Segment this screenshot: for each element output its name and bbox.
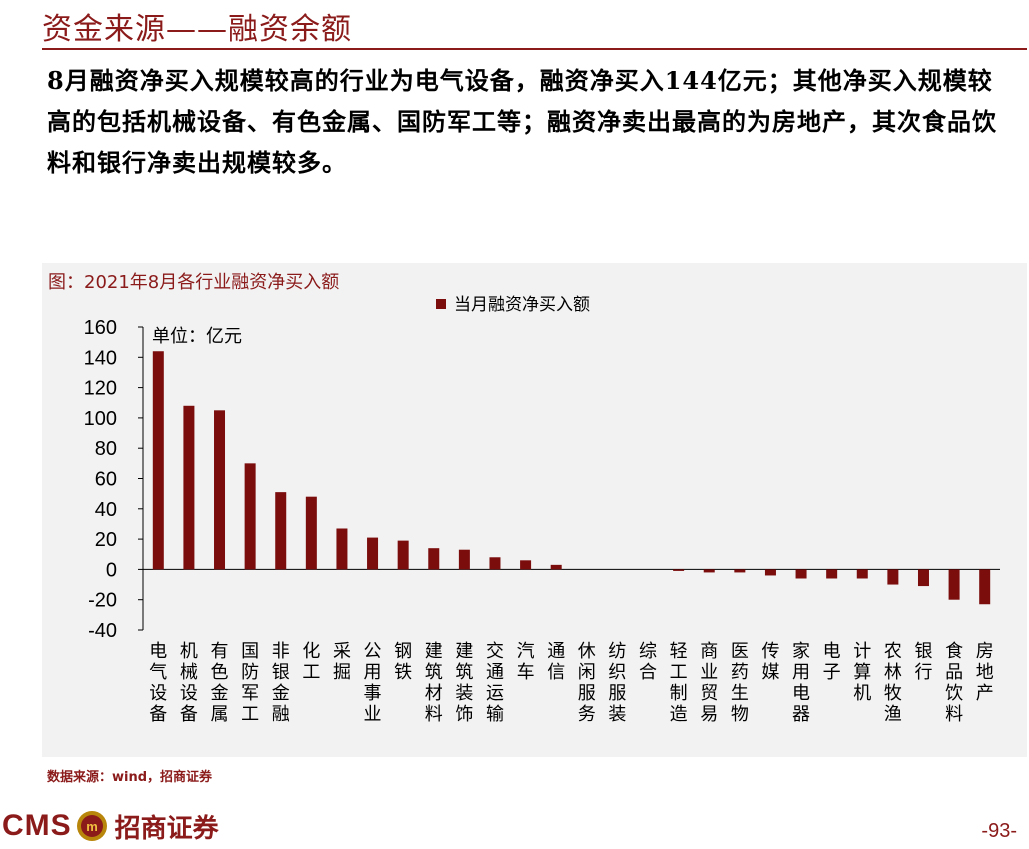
bar-9: [397, 540, 409, 570]
cms-shield-logo-icon: m: [76, 811, 107, 841]
bar-18: [673, 569, 685, 571]
legend-label: 当月融资净买入额: [454, 295, 590, 315]
chart-caption: 图：2021年8月各行业融资净买入额: [48, 272, 340, 293]
source-note: 数据来源：wind，招商证券: [47, 770, 213, 785]
bar-19: [703, 569, 715, 573]
page-title: 资金来源——融资余额: [42, 12, 352, 47]
x-tick-label: 房地产: [976, 641, 994, 704]
x-tick-label: 国防军工: [241, 641, 259, 725]
x-tick-label: 采掘: [333, 641, 351, 683]
bar-28: [979, 569, 991, 605]
svg-text:m: m: [86, 819, 98, 834]
company-name: 招商证券: [114, 813, 219, 844]
y-tick-label: 20: [95, 529, 117, 551]
y-tick-label: 40: [95, 499, 117, 521]
x-tick-label: 有色金属: [211, 641, 229, 725]
x-tick-label: 汽车: [517, 641, 535, 683]
bar-24: [856, 569, 868, 579]
x-tick-label: 农林牧渔: [884, 641, 902, 725]
x-tick-label: 建筑材料: [425, 641, 443, 725]
bar-6: [305, 496, 317, 570]
bar-5: [275, 492, 287, 570]
x-tick-label: 商业贸易: [700, 641, 718, 725]
y-tick-label: 160: [84, 317, 117, 339]
x-tick-label: 电气设备: [149, 641, 167, 725]
bar-21: [764, 569, 776, 576]
y-tick-label: 80: [95, 438, 117, 460]
x-tick-label: 休闲服务: [578, 641, 596, 725]
x-tick-label: 通信: [547, 641, 565, 683]
x-tick-label: 电子: [823, 641, 841, 683]
bar-2: [183, 405, 195, 570]
y-tick-label: 0: [106, 559, 117, 581]
bar-23: [826, 569, 838, 579]
x-tick-label: 非银金融: [272, 641, 290, 725]
x-tick-label: 银行: [914, 641, 932, 683]
y-tick-label: 120: [84, 378, 117, 400]
summary-text: 8月融资净买入规模较高的行业为电气设备，融资净买入144亿元；其他净买入规模较高…: [47, 66, 997, 177]
bar-20: [734, 569, 746, 573]
x-tick-label: 建筑装饰: [455, 641, 473, 725]
title-divider: [42, 48, 1027, 50]
bar-4: [244, 463, 256, 570]
bar-8: [367, 537, 379, 570]
y-tick-label: 100: [84, 408, 117, 430]
bar-14: [550, 564, 562, 570]
bar-11: [458, 549, 470, 570]
bar-10: [428, 548, 440, 570]
page-number: -93-: [981, 820, 1017, 842]
x-tick-label: 计算机: [853, 641, 871, 704]
x-tick-label: 交通运输: [486, 641, 504, 725]
x-tick-label: 家用电器: [792, 641, 810, 725]
bar-12: [489, 557, 501, 570]
legend-swatch: [436, 299, 446, 309]
bar-26: [917, 569, 929, 587]
bar-13: [520, 560, 532, 570]
y-tick-label: -40: [88, 620, 117, 642]
company-logo: CMS m 招商证券: [2, 806, 219, 846]
x-tick-label: 公用事业: [364, 641, 382, 725]
chart-panel: [42, 263, 1027, 757]
x-tick-label: 机械设备: [180, 641, 198, 725]
bar-3: [214, 410, 226, 570]
bar-1: [152, 351, 164, 570]
logo-text: CMS: [2, 809, 72, 842]
x-tick-label: 纺织服装: [608, 641, 626, 725]
y-tick-label: 60: [95, 469, 117, 491]
bar-25: [887, 569, 899, 585]
x-tick-label: 医药生物: [731, 641, 749, 725]
x-tick-label: 化工: [302, 641, 320, 683]
bar-7: [336, 528, 348, 570]
bar-27: [948, 569, 960, 600]
unit-label: 单位：亿元: [152, 326, 242, 347]
y-tick-label: 140: [84, 347, 117, 369]
x-tick-label: 轻工制造: [670, 641, 688, 725]
bar-22: [795, 569, 807, 579]
x-tick-label: 食品饮料: [945, 641, 963, 725]
x-tick-label: 钢铁: [394, 641, 412, 683]
x-tick-label: 综合: [639, 641, 657, 683]
y-tick-label: -20: [88, 590, 117, 612]
x-tick-label: 传媒: [761, 641, 779, 683]
